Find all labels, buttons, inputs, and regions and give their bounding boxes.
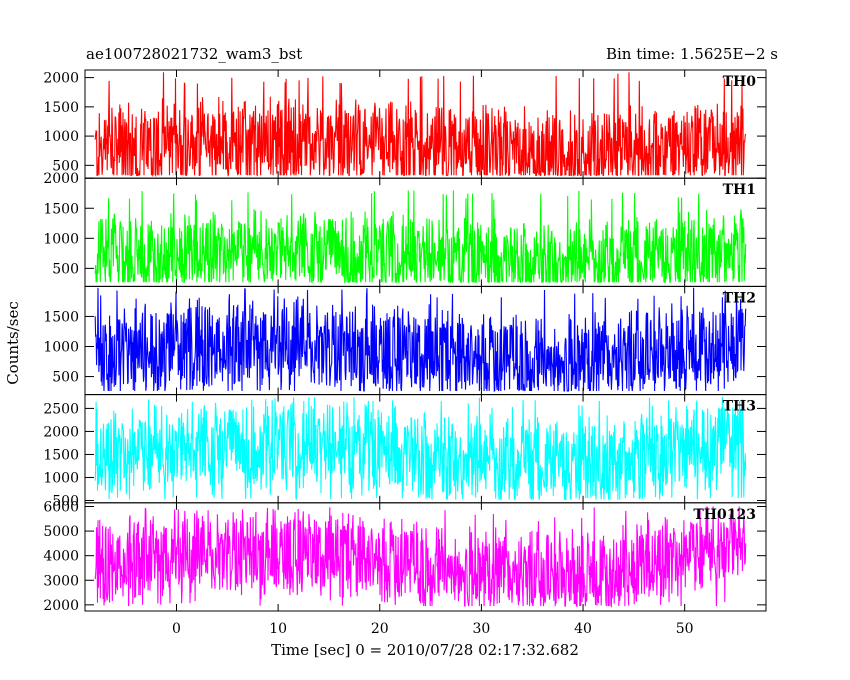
- y-tick-label: 2000: [43, 171, 79, 187]
- y-tick-label: 1000: [43, 340, 79, 356]
- y-tick-label: 500: [52, 370, 79, 386]
- y-tick-label: 500: [52, 158, 79, 174]
- panel-label: TH2: [723, 290, 756, 306]
- x-tick-label: 50: [676, 621, 694, 637]
- y-tick-label: 2000: [43, 598, 79, 614]
- series-line-th0: [94, 72, 747, 178]
- y-tick-label: 3000: [43, 573, 79, 589]
- series-line-th1: [94, 190, 747, 285]
- y-tick-label: 1000: [43, 129, 79, 145]
- panel-th0: 500 1000 1500 2000 TH0: [43, 69, 767, 179]
- panel-label: TH0: [723, 74, 757, 90]
- y-tick-label: 2500: [43, 401, 79, 417]
- panel-frame: [84, 502, 767, 612]
- panel-label: TH1: [723, 182, 756, 198]
- y-tick-label: 5000: [43, 524, 79, 540]
- panel-th0123: 2000 3000 4000 5000 6000 TH0123: [43, 499, 767, 614]
- x-tick-label: 0: [172, 621, 181, 637]
- y-tick-label: 500: [52, 261, 79, 277]
- y-tick-label: 1000: [43, 470, 79, 486]
- panel-th2: 500 1000 1500 TH2: [43, 285, 767, 396]
- x-tick-label: 10: [269, 621, 287, 637]
- x-tick-label: 30: [472, 621, 490, 637]
- series-line-th3: [94, 396, 747, 501]
- y-tick-label: 1500: [43, 100, 79, 116]
- panel-th3: 500 1000 1500 2000 2500 TH3: [43, 394, 767, 509]
- header-right-title: Bin time: 1.5625E−2 s: [606, 45, 778, 63]
- y-tick-label: 1000: [43, 231, 79, 247]
- panel-label: TH3: [723, 399, 756, 415]
- panel-label: TH0123: [693, 507, 756, 523]
- y-tick-label: 1500: [43, 201, 79, 217]
- y-tick-label: 500: [52, 493, 79, 509]
- y-tick-label: 1500: [43, 309, 79, 325]
- header-left-title: ae100728021732_wam3_bst: [86, 45, 302, 63]
- series-line-th0123: [94, 506, 747, 608]
- y-axis-label: Counts/sec: [4, 301, 22, 385]
- x-tick-label: 20: [371, 621, 389, 637]
- x-tick-label: 40: [574, 621, 592, 637]
- series-line-th2: [94, 287, 747, 393]
- panel-th1: 500 1000 1500 2000 TH1: [43, 171, 767, 287]
- y-tick-label: 2000: [43, 424, 79, 440]
- y-tick-label: 6000: [43, 499, 79, 515]
- x-axis-label: Time [sec] 0 = 2010/07/28 02:17:32.682: [271, 641, 579, 659]
- y-tick-label: 1500: [43, 447, 79, 463]
- y-tick-label: 4000: [43, 549, 79, 565]
- y-tick-label: 2000: [43, 71, 79, 87]
